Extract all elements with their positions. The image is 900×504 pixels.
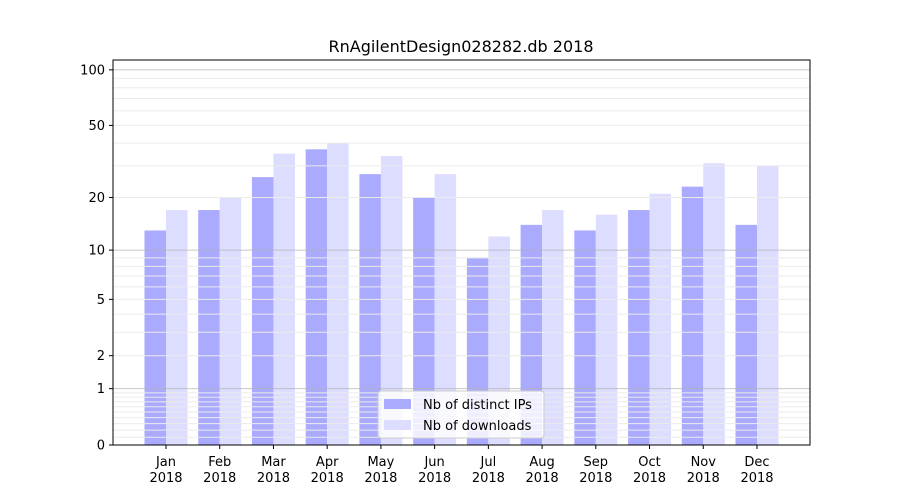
bar-distinct-ips: [413, 197, 435, 445]
bar-distinct-ips: [144, 230, 166, 445]
legend: Nb of distinct IPs Nb of downloads: [377, 390, 545, 439]
chart-title: RnAgilentDesign028282.db 2018: [328, 37, 593, 56]
bar-downloads: [327, 143, 349, 445]
x-tick-label: Jan 2018: [149, 455, 182, 486]
x-tick-label: Mar 2018: [257, 455, 290, 486]
legend-swatch: [384, 399, 411, 409]
bar-distinct-ips: [251, 177, 274, 445]
grid-overlay: [113, 69, 810, 438]
y-tick-label: 0: [97, 439, 105, 454]
bar-distinct-ips: [359, 174, 381, 445]
y-tick-label: 50: [88, 119, 105, 134]
bar-downloads: [434, 174, 457, 445]
legend-label: Nb of distinct IPs: [423, 398, 532, 413]
bar-downloads: [649, 193, 672, 445]
bar-downloads: [219, 197, 242, 445]
y-tick-label: 2: [97, 349, 105, 364]
bar-distinct-ips: [574, 230, 596, 445]
bar-downloads: [757, 165, 779, 445]
bar-distinct-ips: [305, 149, 328, 445]
bar-downloads: [542, 210, 564, 445]
x-tick-label: Dec 2018: [740, 455, 773, 486]
legend-swatch: [384, 420, 411, 430]
legend-label: Nb of downloads: [423, 419, 532, 434]
x-tick-label: Oct 2018: [633, 455, 666, 486]
x-tick-label: Sep 2018: [579, 455, 612, 486]
bar-downloads: [703, 163, 725, 445]
bar-distinct-ips: [735, 224, 757, 445]
x-tick-label: Jun 2018: [418, 455, 451, 486]
y-tick-label: 1: [97, 382, 105, 397]
x-axis: Jan 2018 Feb 2018 Mar 2018 Apr 2018 May 2018 Jun 20…: [149, 445, 774, 486]
x-tick-label: Aug 2018: [526, 455, 559, 486]
bar-downloads: [166, 210, 188, 445]
x-tick-label: Nov 2018: [687, 455, 720, 486]
x-tick-label: Apr 2018: [311, 455, 344, 486]
plot-frame: [112, 59, 811, 446]
bar-distinct-ips: [520, 224, 543, 445]
x-tick-label: May 2018: [364, 455, 397, 486]
y-tick-label: 100: [80, 63, 105, 78]
x-tick-label: Feb 2018: [203, 455, 236, 486]
bar-distinct-ips: [198, 210, 220, 445]
y-tick-label: 20: [88, 191, 105, 206]
y-tick-label: 5: [97, 293, 105, 308]
y-tick-label: 10: [88, 244, 105, 259]
y-axis: 0 1 2 5 10 20 50 100: [80, 63, 113, 454]
bar-downloads: [380, 155, 403, 446]
x-tick-label: Jul 2018: [472, 455, 505, 486]
legend-box: [377, 390, 545, 439]
bar-distinct-ips: [628, 210, 650, 445]
bar-downloads: [595, 214, 618, 445]
bar-distinct-ips: [681, 186, 704, 446]
